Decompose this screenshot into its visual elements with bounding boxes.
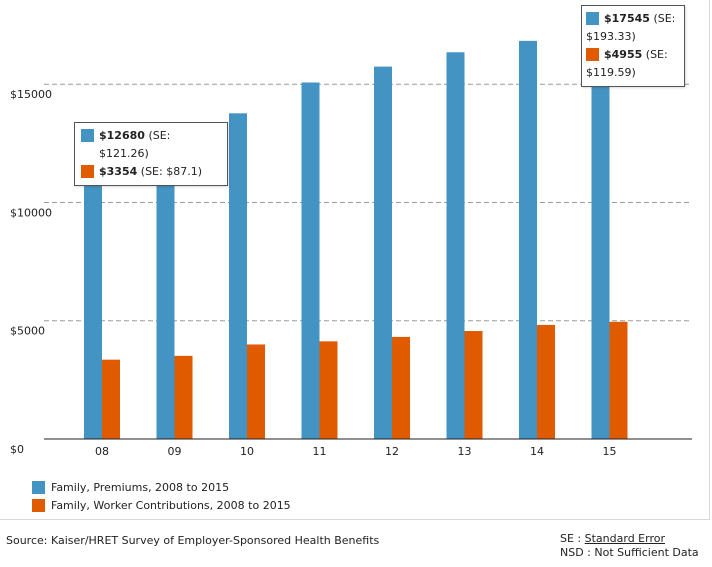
bar-premium [229,113,247,440]
tooltip-2015-contribution-value: $4955 [604,48,643,61]
bars [84,24,628,440]
standard-error-link[interactable]: Standard Error [584,532,665,545]
tooltip-2015-premium-se-b: $193.33) [586,30,636,43]
footnotes: SE : Standard Error NSD : Not Sufficient… [560,532,699,560]
y-tick-label: $10000 [10,206,52,219]
tooltip-2008-premium-se: (SE: $121.26) [99,129,171,160]
tooltip-2008-premium-value: $12680 [99,129,145,142]
y-tick-label: $0 [10,443,24,456]
legend-swatch-contributions [32,499,45,512]
bar-contribution [319,341,338,439]
se-note: SE : Standard Error [560,532,699,546]
bar-premium [156,122,175,440]
tooltip-2015: $17545 (SE: $193.33) $4955 (SE: $119.59) [581,5,685,87]
bar-contribution [609,321,628,439]
legend-item-contributions[interactable]: Family, Worker Contributions, 2008 to 20… [32,499,291,512]
tooltip-2015-premium-value: $17545 [604,12,650,25]
x-tick-label: 09 [168,445,182,458]
bar-contribution [464,331,483,439]
x-tick-label: 14 [530,445,544,458]
x-tick-label: 15 [603,445,617,458]
tooltip-swatch-premium [81,129,94,142]
tooltip-swatch-premium [586,12,599,25]
x-tick-label: 12 [385,445,399,458]
bar-premium [301,82,320,440]
tooltip-2008-premium-row: $12680 (SE: $121.26) [81,127,221,163]
bar-premium [446,52,465,439]
tooltip-2008-contribution-row: $3354 (SE: $87.1) [81,163,221,181]
tooltip-2015-premium-se-a: (SE: [653,12,676,25]
bar-contribution [247,344,265,439]
bar-premium [374,66,392,439]
se-prefix: SE : [560,532,585,545]
bar-chart: $0 $5000 $10000 $15000 08 09 10 11 12 13 14 15 [10,24,692,458]
bar-premium [591,24,610,439]
tooltip-2008-contribution-value: $3354 [99,165,138,178]
legend-label-contributions: Family, Worker Contributions, 2008 to 20… [51,499,291,512]
x-tick-label: 08 [95,445,109,458]
x-tick-label: 13 [458,445,472,458]
bar-contribution [102,359,120,439]
y-tick-label: $15000 [10,88,52,101]
bar-contribution [174,355,193,439]
legend-swatch-premiums [32,481,45,494]
bar-premium [84,139,102,440]
axes: $0 $5000 $10000 $15000 08 09 10 11 12 13 14 15 [10,88,692,458]
nsd-note: NSD : Not Sufficient Data [560,546,699,559]
y-tick-label: $5000 [10,325,45,338]
tooltip-2008: $12680 (SE: $121.26) $3354 (SE: $87.1) [74,122,228,186]
source-note: Source: Kaiser/HRET Survey of Employer-S… [6,534,380,547]
chart-frame [0,0,710,520]
bar-contribution [537,324,555,439]
legend-label-premiums: Family, Premiums, 2008 to 2015 [51,481,230,494]
x-tick-label: 11 [313,445,327,458]
tooltip-2008-contribution-se: (SE: $87.1) [140,165,202,178]
legend-item-premiums[interactable]: Family, Premiums, 2008 to 2015 [32,481,229,494]
bar-premium [519,40,537,439]
tooltip-2015-contribution-se-b: $119.59) [586,66,636,79]
tooltip-2015-contribution-se-a: (SE: [645,48,668,61]
tooltip-swatch-contribution [81,165,94,178]
tooltip-2015-premium-row: $17545 (SE: [586,10,678,28]
x-tick-label: 10 [240,445,254,458]
tooltip-swatch-contribution [586,48,599,61]
tooltip-2015-contribution-row: $4955 (SE: [586,46,678,64]
bar-contribution [392,336,410,439]
